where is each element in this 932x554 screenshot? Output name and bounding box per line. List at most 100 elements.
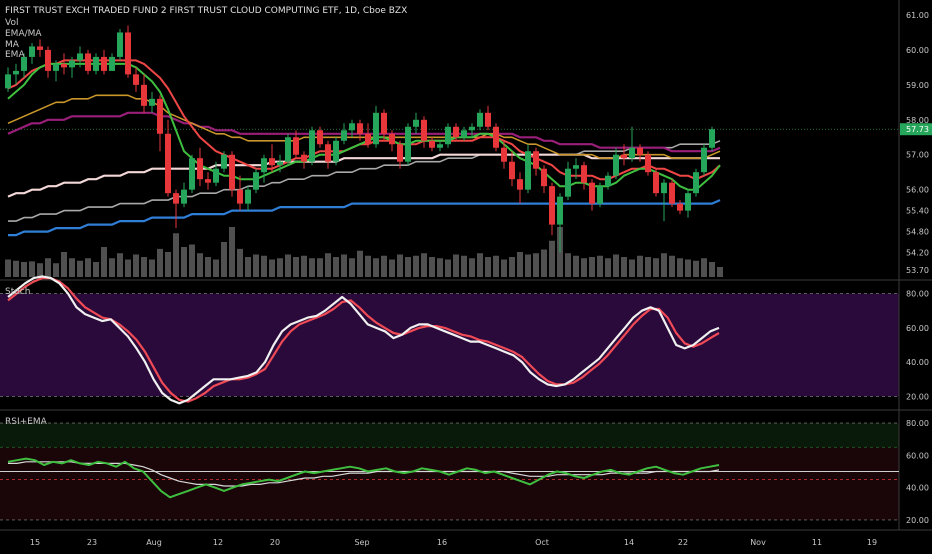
candle [213,161,219,187]
candle [557,193,563,253]
candle [325,140,331,169]
x-tick-label: 11 [812,538,822,547]
volume-bar [13,260,19,277]
candle [693,168,699,197]
volume-bar [285,254,291,277]
volume-bar [149,259,155,277]
volume-bar [373,258,379,277]
volume-bar [701,258,707,277]
candle-body [229,154,235,190]
candle [589,179,595,211]
candle-body [13,70,19,75]
candle-body [357,123,363,134]
volume-bar [69,258,75,277]
candle-body [493,126,499,148]
volume-bar [637,255,643,277]
rsi-upper-zone [0,423,899,448]
stoch-label[interactable]: Stoch [5,287,30,297]
stoch-tick-label: 80.00 [906,290,929,299]
candle-body [325,144,331,162]
candle-body [277,161,283,166]
candle-body [205,179,211,183]
volume-bar [221,242,227,277]
rsi-label[interactable]: RSI+EMA [5,417,48,427]
legend-ema[interactable]: EMA [5,50,25,60]
price-tick-label: 54.80 [906,228,929,237]
candle-body [269,158,275,166]
candle [229,151,235,197]
candle [397,140,403,169]
candle-body [69,60,75,68]
stoch-tick-label: 60.00 [906,324,929,333]
candle [173,189,179,229]
candle [381,109,387,141]
candle [445,123,451,148]
candle [517,172,523,204]
price-tick-label: 55.40 [906,207,929,216]
candle [149,91,155,113]
candle [685,189,691,218]
candle-body [221,154,227,169]
candle [565,161,571,201]
stoch-tick-label: 40.00 [906,358,929,367]
candle [309,126,315,166]
x-tick-label: 16 [437,538,447,547]
candle-body [389,133,395,145]
candle [165,119,171,197]
candle-body [381,112,387,134]
candle-body [533,151,539,169]
volume-bar [413,255,419,277]
candle [493,123,499,152]
price-tick-label: 61.00 [906,11,929,20]
volume-bar [437,258,443,277]
candle [245,186,251,211]
candle-body [605,175,611,187]
volume-bar [541,249,547,277]
candle-body [261,158,267,173]
volume-bar [293,257,299,277]
volume-bar [573,255,579,277]
candle-body [525,151,531,190]
legend-vol[interactable]: Vol [5,18,18,28]
volume-bar [525,254,531,277]
rsi-line [7,457,720,499]
candle-body [445,126,451,145]
volume-bar [669,255,675,277]
volume-bar [197,253,203,277]
volume-bar [173,233,179,277]
candle-body [237,189,243,204]
volume-bar [229,227,235,277]
candle-body [173,193,179,204]
candle [549,182,555,236]
candle [301,151,307,169]
ma-gold-line [7,94,721,159]
volume-bar [381,255,387,277]
candle-body [253,172,259,190]
legend-ema-ma[interactable]: EMA/MA [5,29,42,39]
ma-purple-line [7,111,721,153]
price-tick-label: 60.00 [906,46,929,55]
volume-bar [141,257,147,277]
candle [541,165,547,194]
candle-body [589,182,595,204]
candle-body [709,129,715,148]
x-tick-label: Nov [750,538,766,547]
candle [205,172,211,190]
volume-bar [429,257,435,277]
volume-bar [317,258,323,277]
candle-body [285,137,291,162]
candle [181,182,187,208]
candle [45,46,51,78]
candle [581,161,587,190]
candle [333,137,339,166]
candle-body [349,123,355,131]
x-tick-label: Sep [354,538,369,547]
legend-ma[interactable]: MA [5,40,20,50]
candle-body [477,112,483,127]
ma-gray-line [8,140,721,222]
candle-body [37,46,43,50]
volume-bar [349,258,355,277]
candle [101,49,107,75]
candle [277,154,283,173]
